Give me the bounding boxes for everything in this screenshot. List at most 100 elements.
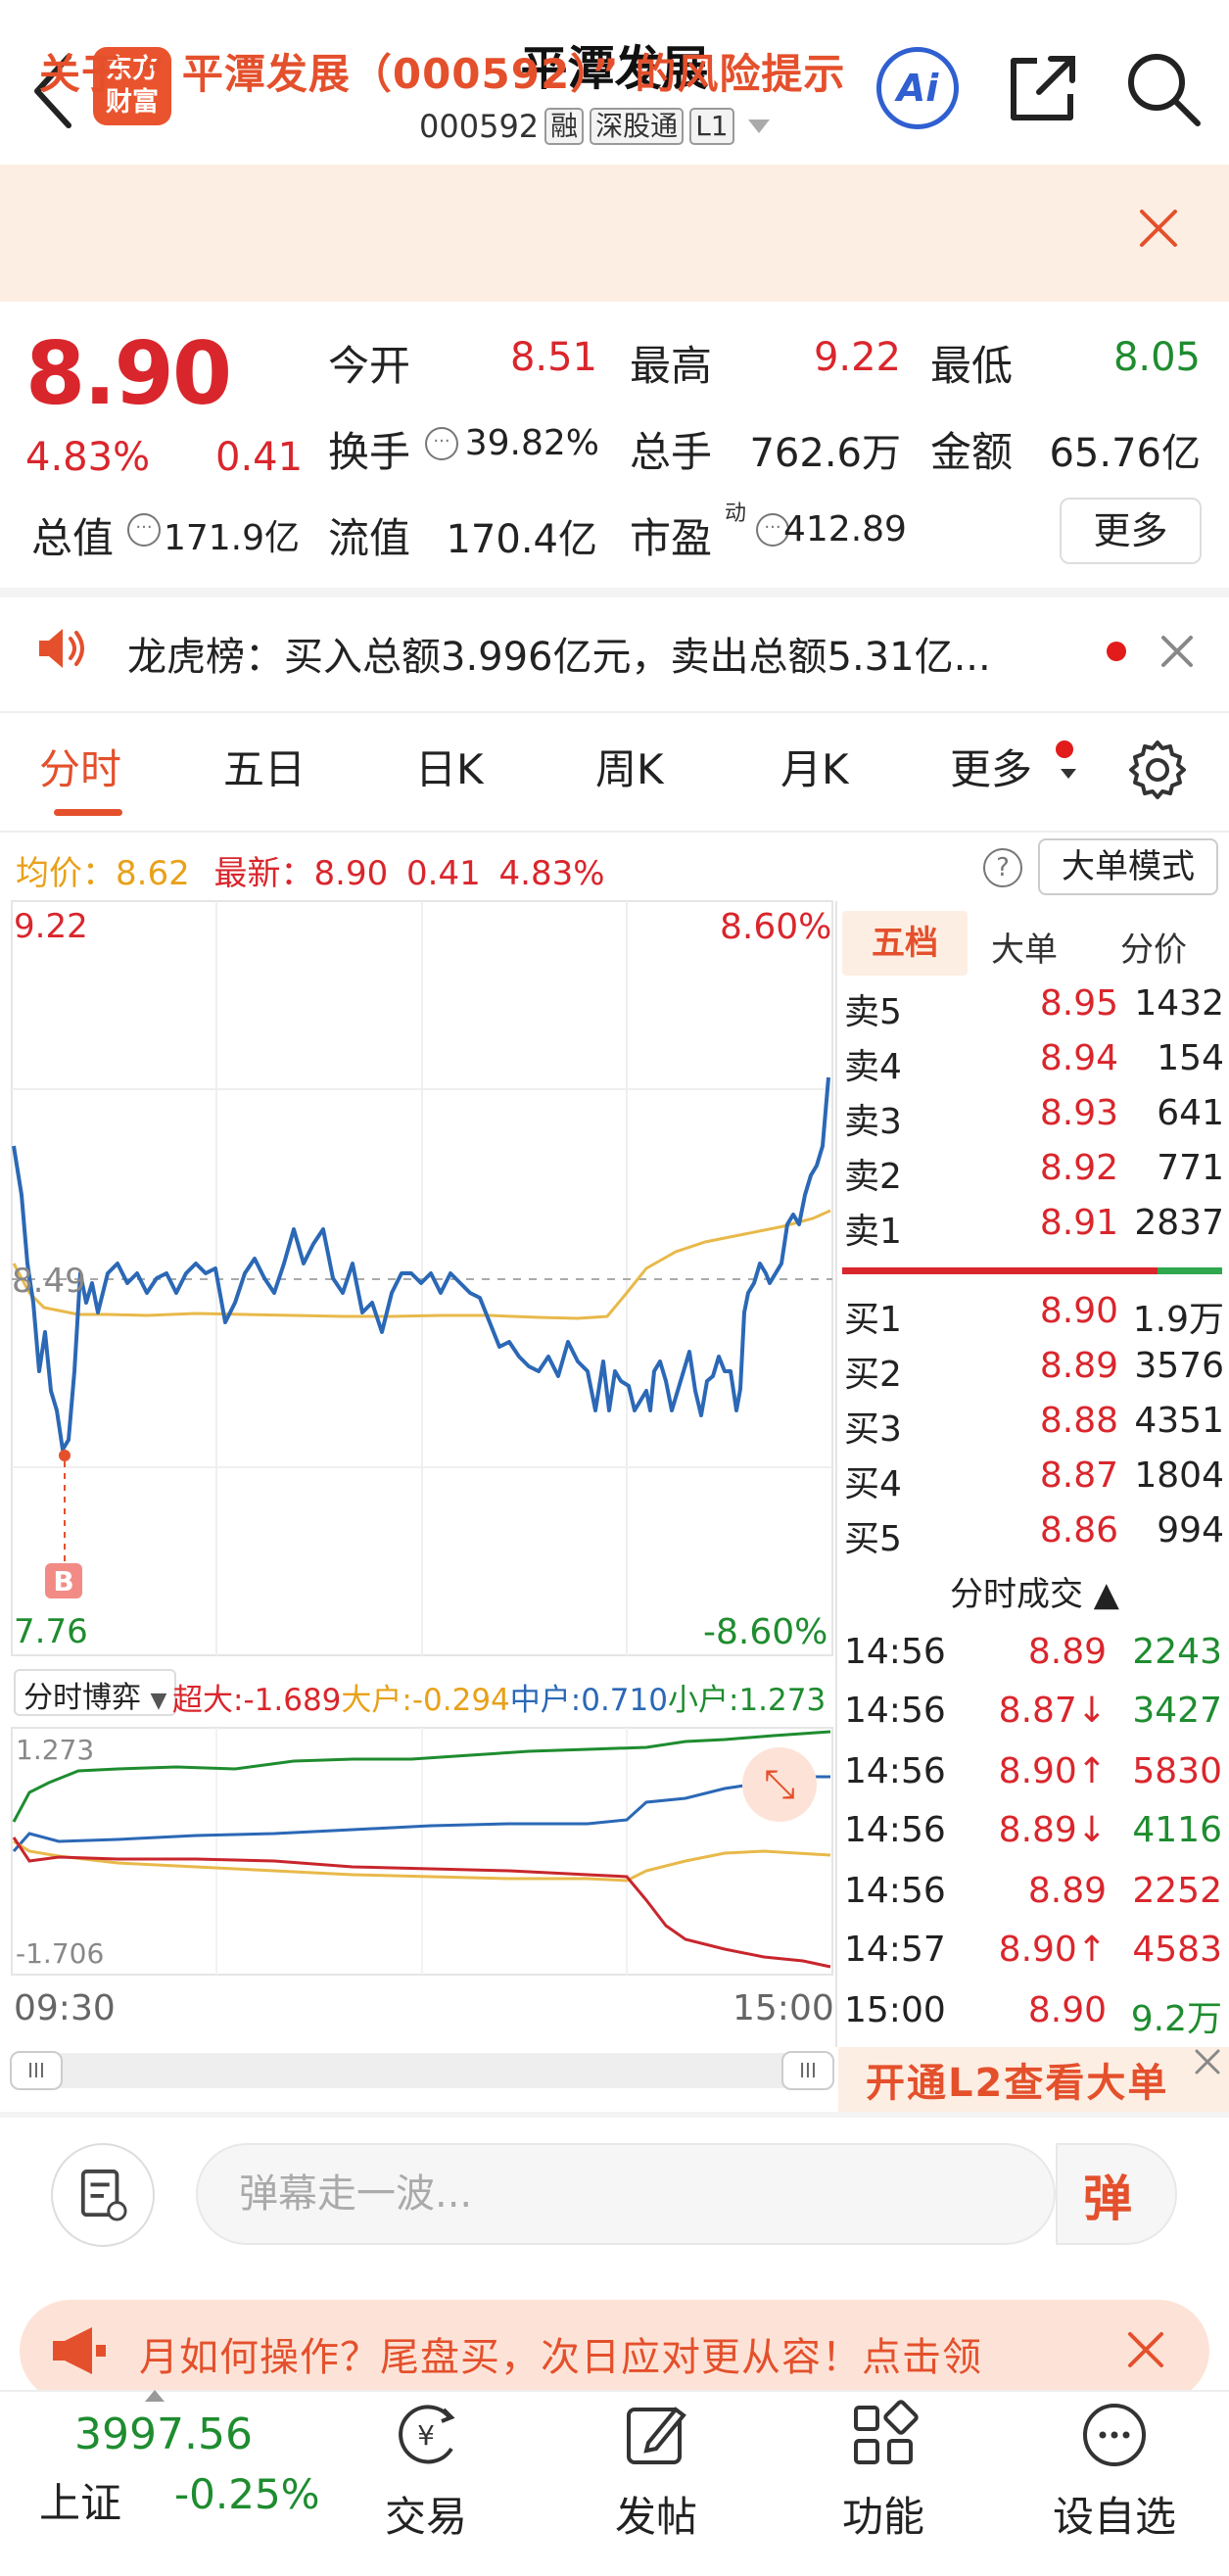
- search-icon[interactable]: [1121, 47, 1204, 129]
- promo-banner[interactable]: [20, 2300, 1209, 2402]
- tab-price-distribution[interactable]: 分价: [1120, 930, 1187, 970]
- nav-functions[interactable]: 功能: [805, 2398, 962, 2545]
- chart-reference-price: 8.49: [12, 1262, 86, 1301]
- share-icon[interactable]: [1004, 49, 1082, 127]
- info-dots-icon[interactable]: ···: [756, 513, 789, 547]
- tab-monthly-k[interactable]: 月K: [780, 745, 849, 793]
- turnover-value: 39.82%: [464, 423, 599, 463]
- chart-scrollbar[interactable]: [12, 2053, 827, 2088]
- danmu-button-label[interactable]: 弹: [1083, 2171, 1132, 2227]
- change-amount: 0.41: [215, 435, 304, 480]
- svg-text:B: B: [53, 1565, 73, 1598]
- dropdown-icon: ▼: [150, 1689, 167, 1713]
- apps-icon: [854, 2400, 919, 2464]
- mcap-value: 171.9亿: [163, 518, 300, 558]
- avg-label: 均价：: [16, 854, 116, 893]
- info-dots-icon[interactable]: ···: [127, 513, 161, 547]
- more-button[interactable]: 更多: [1060, 498, 1202, 564]
- chart-high-price: 9.22: [14, 907, 88, 946]
- close-icon[interactable]: [1191, 2045, 1224, 2078]
- last-price: 8.90: [25, 323, 232, 424]
- tab-daily-k[interactable]: 日K: [415, 745, 484, 793]
- ask-row: 卖2 8.92 771: [844, 1148, 1224, 1197]
- back-icon[interactable]: [29, 47, 74, 135]
- danmu-button[interactable]: [1056, 2143, 1177, 2245]
- index-name[interactable]: 上证: [39, 2479, 122, 2527]
- bid-row: 买5 8.86 994: [844, 1510, 1224, 1559]
- expand-icon[interactable]: ⤡: [742, 1747, 817, 1822]
- latest-value: 8.90: [313, 854, 389, 893]
- unread-dot: [1056, 740, 1073, 758]
- stock-code-row[interactable]: 000592 融 深股通 L1: [419, 106, 770, 147]
- megaphone-icon: [53, 2327, 106, 2374]
- big-order-mode-button[interactable]: 大单模式: [1038, 838, 1218, 895]
- risk-banner-text[interactable]: 关于 “ 平潭发展（000592）” 的风险提示: [39, 50, 846, 98]
- promo-text[interactable]: 月如何操作？尾盘买，次日应对更从容！点击领: [139, 2335, 982, 2380]
- tick-row: 14:56 8.89 2252: [844, 1871, 1222, 1911]
- tab-big-orders[interactable]: 大单: [991, 930, 1058, 970]
- tab-more-arrow-icon: [1061, 769, 1076, 779]
- buy-marker[interactable]: B: [45, 1450, 82, 1598]
- longhu-text[interactable]: 龙虎榜：买入总额3.996亿元，卖出总额5.31亿...: [127, 635, 991, 680]
- index-value[interactable]: 3997.56: [74, 2409, 253, 2459]
- tick-row: 14:56 8.89↓ 4116: [844, 1810, 1222, 1850]
- risk-banner[interactable]: [0, 165, 1229, 302]
- tab-intraday[interactable]: 分时: [39, 745, 122, 793]
- super-trader-line: [12, 1837, 831, 1969]
- nav-add-watchlist[interactable]: 设自选: [1036, 2398, 1193, 2545]
- close-icon[interactable]: [1158, 632, 1197, 671]
- amount-value: 65.76亿: [1049, 431, 1201, 476]
- low-label: 最低: [930, 342, 1014, 390]
- float-label: 流值: [328, 514, 411, 562]
- pe-superscript: 动: [725, 501, 747, 526]
- nav-trade[interactable]: ¥ 交易: [348, 2398, 504, 2545]
- tab-more[interactable]: 更多: [950, 745, 1033, 793]
- avg-value: 8.62: [116, 854, 190, 893]
- divider: [0, 831, 1229, 833]
- sub-axis-bottom: -1.706: [16, 1937, 105, 1970]
- close-icon[interactable]: [1124, 2328, 1167, 2371]
- float-value: 170.4亿: [446, 517, 597, 562]
- l2-banner[interactable]: [838, 2047, 1229, 2112]
- change-percent: 4.83%: [25, 435, 151, 480]
- divider: [0, 588, 1229, 597]
- time-axis-end: 15:00: [733, 1988, 834, 2028]
- post-icon: [627, 2407, 686, 2464]
- divider: [0, 711, 1229, 713]
- index-change[interactable]: -0.25%: [174, 2470, 320, 2518]
- sub-axis-top: 1.273: [16, 1734, 95, 1766]
- watchlist-icon: [1083, 2404, 1146, 2466]
- info-dots-icon[interactable]: ···: [425, 427, 458, 460]
- dropdown-icon[interactable]: [747, 119, 770, 133]
- l2-banner-text[interactable]: 开通L2查看大单: [866, 2061, 1169, 2106]
- small-trader-line: [12, 1730, 831, 1823]
- open-value: 8.51: [509, 335, 597, 380]
- scroll-handle-left[interactable]: III: [10, 2051, 63, 2090]
- intraday-chart[interactable]: B: [0, 896, 1229, 2052]
- caret-up-icon: [145, 2390, 165, 2402]
- divider: [0, 2112, 1229, 2118]
- sub-indicator-select[interactable]: 分时博弈 ▼: [14, 1669, 177, 1716]
- tab-weekly-k[interactable]: 周K: [595, 745, 664, 793]
- unread-dot: [1107, 642, 1126, 661]
- turnover-label: 换手: [328, 428, 411, 476]
- ticks-title[interactable]: 分时成交 ▲: [950, 1575, 1119, 1614]
- scroll-handle-right[interactable]: III: [781, 2051, 834, 2090]
- danmu-input[interactable]: 弹幕走一波...: [196, 2143, 1056, 2245]
- help-icon[interactable]: ?: [983, 848, 1022, 887]
- tab-five-levels[interactable]: 五档: [842, 911, 968, 976]
- notes-icon[interactable]: [51, 2143, 155, 2247]
- open-label: 今开: [328, 342, 411, 390]
- close-icon[interactable]: [1136, 206, 1181, 251]
- nav-post[interactable]: 发帖: [578, 2398, 734, 2545]
- ai-button[interactable]: Ai: [876, 47, 959, 129]
- tick-row: 14:56 8.89 2243: [844, 1632, 1222, 1672]
- app-logo: 东方 财富: [93, 47, 171, 125]
- gear-icon[interactable]: [1126, 739, 1189, 801]
- buy-sell-ratio-bar-green: [1158, 1267, 1222, 1274]
- pe-label: 市盈: [630, 514, 713, 562]
- tab-five-day[interactable]: 五日: [223, 745, 307, 793]
- nav-label: 功能: [841, 2493, 924, 2541]
- chart-low-price: 7.76: [14, 1612, 88, 1651]
- bid-row: 买1 8.90 1.9万: [844, 1291, 1224, 1340]
